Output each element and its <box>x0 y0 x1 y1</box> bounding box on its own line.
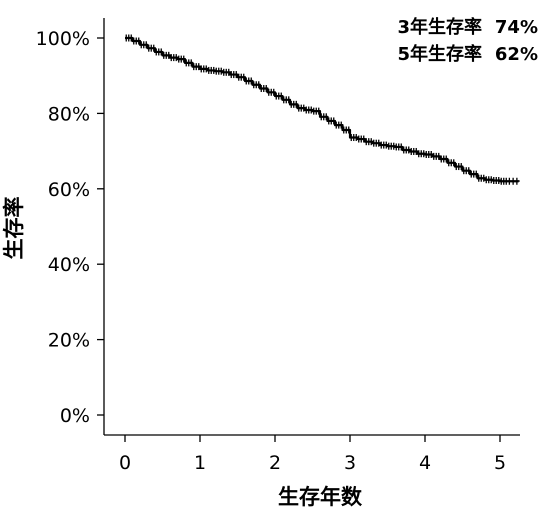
x-tick-label: 4 <box>419 452 431 474</box>
annotation-value: 74% <box>495 17 538 38</box>
y-tick-label: 40% <box>48 254 90 276</box>
y-tick-label: 80% <box>48 103 90 125</box>
x-tick-label: 1 <box>194 452 206 474</box>
y-axis-ticks: 0% 20% 40% 60% 80% 100% <box>36 28 104 427</box>
y-axis-title: 生存率 <box>2 197 26 260</box>
annotations: 3年生存率 74% 5年生存率 62% <box>397 16 538 65</box>
x-tick-label: 2 <box>269 452 281 474</box>
x-axis-ticks: 0 1 2 3 4 5 <box>119 435 506 474</box>
y-tick-label: 0% <box>60 405 90 427</box>
survival-curve-line <box>125 36 520 183</box>
x-tick-label: 5 <box>494 452 506 474</box>
annotation-label: 3年生存率 <box>397 16 482 38</box>
annotation-value: 62% <box>495 44 538 65</box>
axes-layer <box>103 18 520 436</box>
x-axis-title: 生存年数 <box>278 485 363 509</box>
y-tick-label: 100% <box>36 28 90 50</box>
series-layer <box>125 34 520 185</box>
x-tick-label: 3 <box>344 452 356 474</box>
x-tick-label: 0 <box>119 452 131 474</box>
y-tick-label: 20% <box>48 330 90 352</box>
annotation-label: 5年生存率 <box>397 43 482 65</box>
y-tick-label: 60% <box>48 179 90 201</box>
